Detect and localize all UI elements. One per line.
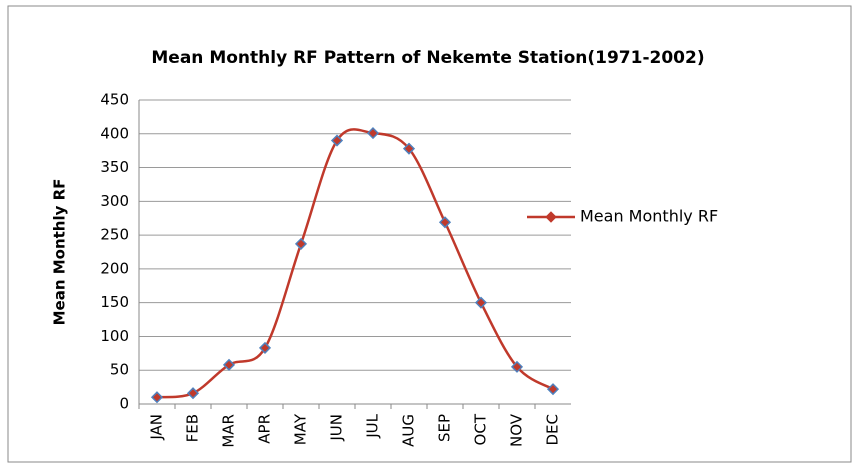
y-tick-label: 50 <box>110 361 129 379</box>
data-point <box>186 387 200 400</box>
data-point <box>546 383 560 396</box>
y-tick-label: 450 <box>100 91 129 109</box>
data-point <box>474 296 488 309</box>
x-tick-label: MAY <box>292 413 310 445</box>
y-tick-label: 350 <box>100 158 129 176</box>
y-tick-label: 150 <box>100 293 129 311</box>
x-tick-label: SEP <box>436 414 454 442</box>
data-point <box>510 360 524 373</box>
data-point <box>402 142 416 155</box>
y-tick-label: 300 <box>100 192 129 210</box>
data-point <box>330 134 344 147</box>
y-tick-label: 0 <box>119 395 129 413</box>
data-point <box>438 216 452 229</box>
data-point <box>366 127 380 140</box>
chart-title: Mean Monthly RF Pattern of Nekemte Stati… <box>151 48 704 68</box>
x-tick-label: AUG <box>400 414 418 447</box>
data-point <box>150 391 164 404</box>
x-tick-label: JAN <box>148 414 166 441</box>
y-axis-label: Mean Monthly RF <box>51 179 69 326</box>
data-point <box>294 237 308 250</box>
y-tick-label: 250 <box>100 226 129 244</box>
data-point <box>222 358 236 371</box>
x-tick-label: DEC <box>544 414 562 446</box>
x-tick-label: JUL <box>364 413 382 438</box>
legend-label: Mean Monthly RF <box>580 207 718 226</box>
legend-marker <box>545 211 557 223</box>
x-tick-label: OCT <box>472 413 490 445</box>
x-tick-label: APR <box>256 414 274 444</box>
x-tick-label: FEB <box>184 414 202 442</box>
chart-frame <box>7 5 852 463</box>
x-tick-label: NOV <box>508 413 526 447</box>
y-tick-label: 400 <box>100 124 129 142</box>
data-point <box>258 341 272 354</box>
x-tick-label: MAR <box>220 414 238 448</box>
y-tick-label: 100 <box>100 327 129 345</box>
y-tick-label: 200 <box>100 259 129 277</box>
x-tick-label: JUN <box>328 414 346 442</box>
